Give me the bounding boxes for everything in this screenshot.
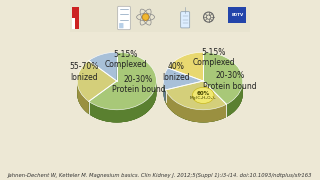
Polygon shape [89, 52, 156, 110]
Text: 20-30%
Protein bound: 20-30% Protein bound [112, 75, 165, 94]
Text: 60%: 60% [196, 91, 210, 96]
Polygon shape [164, 81, 165, 102]
Polygon shape [77, 82, 89, 114]
Text: 5-15%
Complexed: 5-15% Complexed [105, 50, 147, 69]
Polygon shape [89, 82, 156, 122]
Polygon shape [164, 81, 243, 122]
Text: 40%
Ionized: 40% Ionized [162, 62, 190, 82]
FancyBboxPatch shape [181, 12, 190, 28]
Bar [72, 18, 76, 29]
Text: EDTV: EDTV [231, 13, 244, 17]
Polygon shape [165, 81, 227, 110]
Text: 55-70%
Ionized: 55-70% Ionized [70, 62, 99, 82]
Circle shape [142, 14, 149, 20]
Text: Mg(C₃H₅O₃)₂: Mg(C₃H₅O₃)₂ [190, 96, 217, 100]
Polygon shape [165, 90, 227, 122]
Polygon shape [77, 82, 89, 114]
FancyBboxPatch shape [70, 0, 250, 32]
Text: 20-30%
Protein bound: 20-30% Protein bound [204, 71, 257, 91]
Polygon shape [89, 52, 117, 81]
Ellipse shape [77, 65, 156, 122]
Polygon shape [165, 90, 227, 122]
Polygon shape [89, 82, 156, 122]
Polygon shape [164, 68, 203, 90]
FancyBboxPatch shape [118, 6, 130, 30]
Ellipse shape [164, 65, 243, 122]
Polygon shape [77, 81, 156, 122]
Bar [228, 7, 246, 23]
Ellipse shape [192, 87, 214, 104]
Polygon shape [164, 81, 165, 102]
Polygon shape [77, 61, 117, 101]
Polygon shape [227, 82, 243, 117]
Polygon shape [203, 52, 243, 104]
Text: 5-15%
Complexed: 5-15% Complexed [193, 48, 235, 67]
Text: Jahnen-Dechent W, Ketteler M. Magnesium basics. Clin Kidney J. 2012;5(Suppl 1):i: Jahnen-Dechent W, Ketteler M. Magnesium … [8, 173, 312, 178]
Polygon shape [227, 82, 243, 117]
FancyBboxPatch shape [119, 23, 124, 28]
Bar [72, 7, 79, 29]
Polygon shape [168, 52, 203, 81]
